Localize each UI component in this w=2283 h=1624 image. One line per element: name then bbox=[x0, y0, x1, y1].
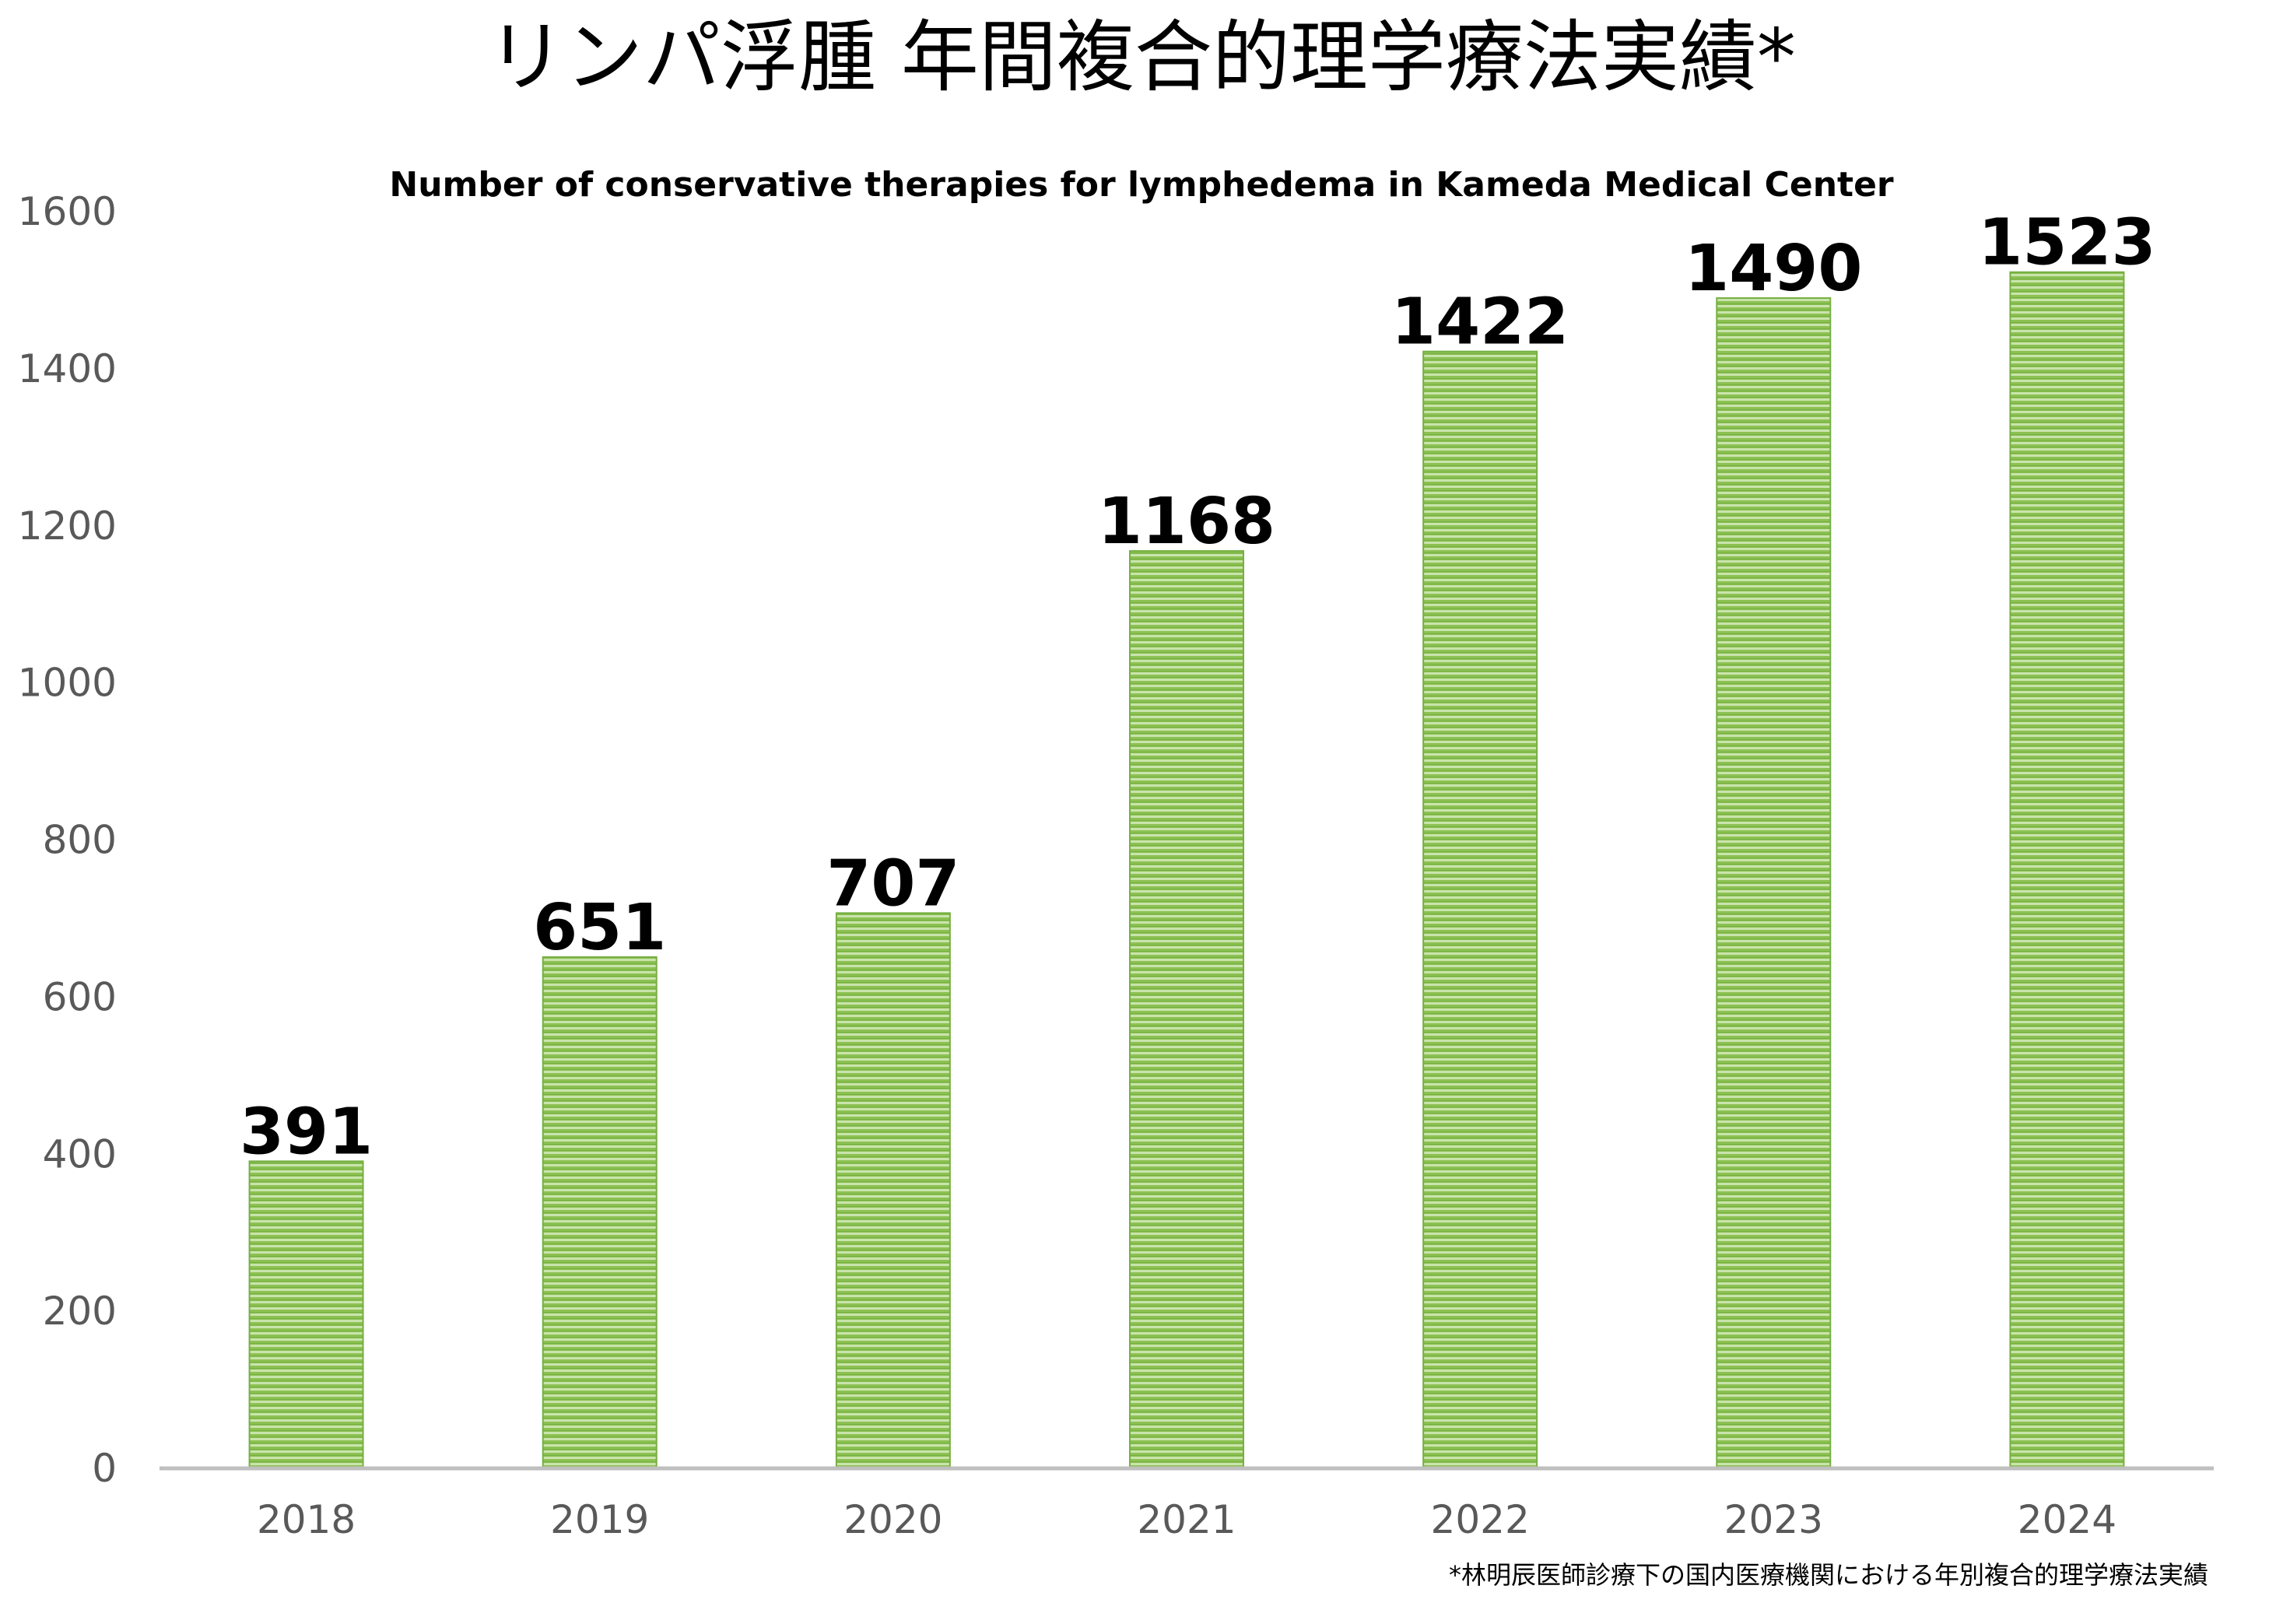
chart-title: リンパ浮腫 年間複合的理学療法実績* bbox=[487, 12, 1796, 103]
x-tick-label: 2020 bbox=[843, 1497, 942, 1542]
data-labels-group: 391 651 707 1168 1422 1490 1523 bbox=[240, 206, 2156, 1170]
bar-2019 bbox=[542, 956, 658, 1469]
y-tick-label: 1600 bbox=[18, 189, 117, 234]
chart-subtitle: Number of conservative therapies for lym… bbox=[389, 165, 1894, 205]
x-tick-label: 2019 bbox=[550, 1497, 649, 1542]
bar-2021 bbox=[1129, 550, 1244, 1469]
y-tick-label: 200 bbox=[43, 1289, 117, 1334]
data-label-2023: 1490 bbox=[1685, 232, 1862, 306]
y-tick-label: 0 bbox=[92, 1446, 117, 1491]
y-tick-label: 1000 bbox=[18, 661, 117, 706]
x-axis-ticks: 2018 2019 2020 2021 2022 2023 2024 bbox=[257, 1497, 2116, 1542]
bar-2022 bbox=[1422, 350, 1538, 1470]
footnote: *林明辰医師診療下の国内医療機関における年別複合的理学療法実績 bbox=[1449, 1560, 2208, 1590]
x-tick-label: 2024 bbox=[2018, 1497, 2116, 1542]
bars-group bbox=[248, 271, 2125, 1470]
y-tick-label: 1200 bbox=[18, 503, 117, 549]
y-tick-label: 1400 bbox=[18, 346, 117, 391]
y-tick-label: 800 bbox=[43, 818, 117, 863]
data-label-2024: 1523 bbox=[1978, 206, 2155, 280]
data-label-2022: 1422 bbox=[1391, 286, 1569, 360]
data-label-2019: 651 bbox=[533, 891, 666, 965]
y-tick-label: 600 bbox=[43, 974, 117, 1019]
x-tick-label: 2018 bbox=[257, 1497, 356, 1542]
x-tick-label: 2022 bbox=[1431, 1497, 1530, 1542]
x-tick-label: 2023 bbox=[1724, 1497, 1823, 1542]
x-tick-label: 2021 bbox=[1137, 1497, 1236, 1542]
y-tick-label: 400 bbox=[43, 1131, 117, 1177]
bar-2023 bbox=[1716, 297, 1832, 1469]
bar-2024 bbox=[2009, 271, 2125, 1469]
bar-2018 bbox=[248, 1160, 364, 1469]
data-label-2018: 391 bbox=[240, 1095, 373, 1169]
data-label-2020: 707 bbox=[826, 847, 959, 921]
bar-2020 bbox=[835, 912, 951, 1469]
y-axis-ticks: 0 200 400 600 800 1000 1200 1400 1600 bbox=[18, 189, 117, 1491]
data-label-2021: 1168 bbox=[1098, 485, 1275, 559]
